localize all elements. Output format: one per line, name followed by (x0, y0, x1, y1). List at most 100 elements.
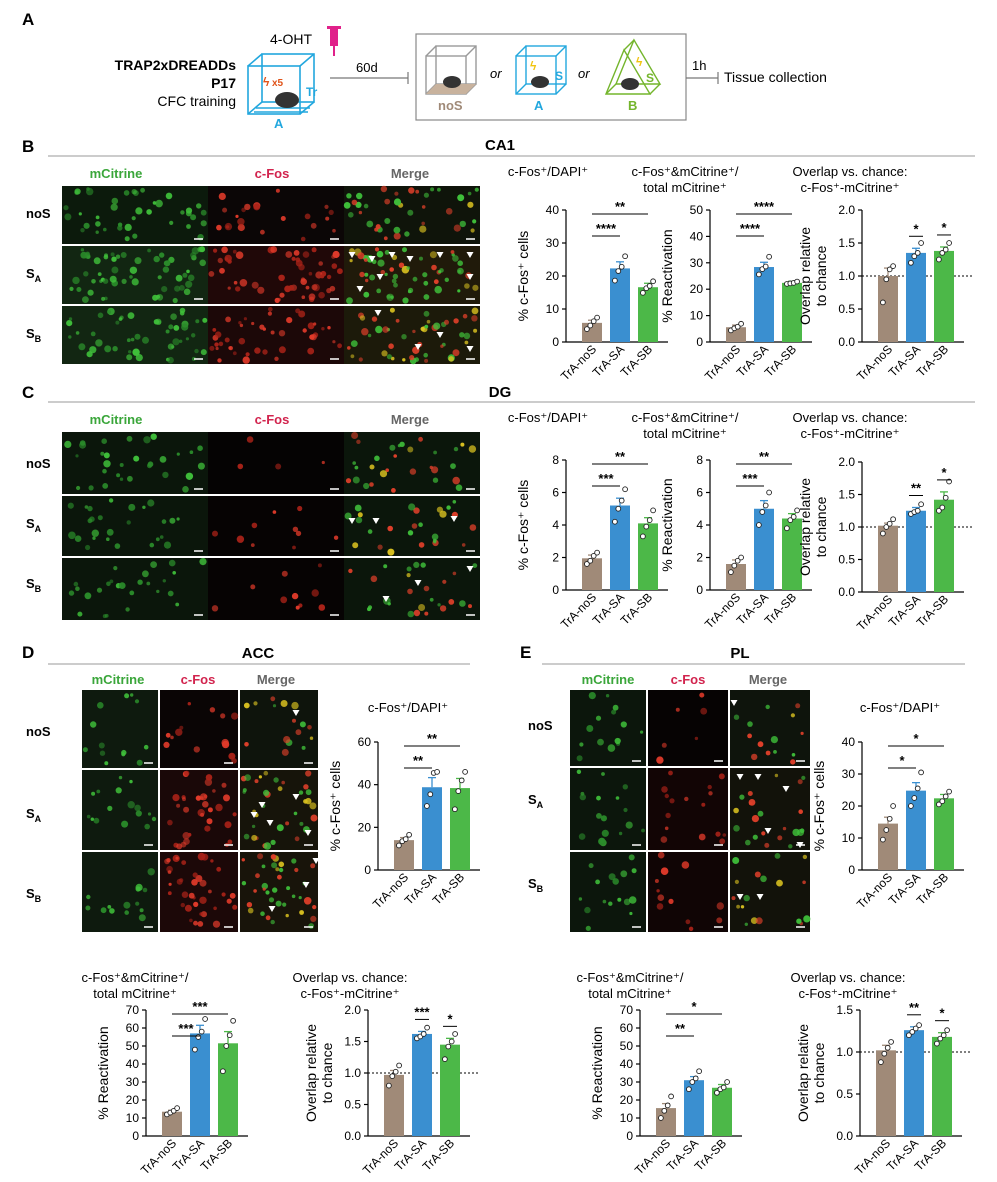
x-tick-label: TrA-noS (702, 342, 743, 383)
cell-spot (224, 337, 230, 343)
cell-spot (136, 759, 143, 766)
col-header-merge: Merge (391, 166, 429, 181)
cell-spot (275, 188, 280, 193)
y-tick-label: 6 (696, 486, 703, 500)
cell-spot (755, 917, 763, 925)
cell-spot (157, 275, 162, 280)
y-tick-label: 30 (842, 767, 856, 781)
cell-spot (66, 320, 73, 327)
cell-spot (429, 465, 433, 470)
cell-spot (199, 912, 203, 916)
cell-spot (699, 692, 705, 698)
cell-spot (608, 873, 616, 881)
cell-spot (468, 445, 477, 453)
data-point (911, 253, 918, 260)
y-tick-label: 0 (552, 583, 559, 597)
cell-spot (164, 858, 170, 865)
cell-spot (68, 590, 75, 596)
cell-spot (307, 725, 312, 730)
cell-spot (716, 902, 724, 910)
cell-spot (423, 294, 430, 300)
cell-spot (661, 742, 667, 748)
cell-spot (612, 878, 619, 885)
cell-spot (236, 535, 245, 543)
overlap-arrowhead (450, 516, 458, 522)
data-point (458, 777, 465, 784)
data-point (587, 322, 594, 329)
data-point (424, 803, 430, 809)
data-point (420, 1031, 427, 1037)
cell-spot (623, 807, 628, 813)
cell-spot (433, 279, 439, 285)
cell-spot (119, 477, 124, 481)
cell-spot (185, 207, 193, 214)
cell-spot (291, 858, 297, 864)
bar (190, 1033, 210, 1136)
cell-spot (123, 190, 130, 196)
cell-spot (576, 769, 582, 774)
cell-spot (292, 545, 296, 550)
y-tick-label: 1.0 (838, 269, 855, 283)
x-tick-label: TrA-noS (854, 870, 895, 911)
data-point (668, 1093, 674, 1100)
cell-spot (212, 328, 217, 332)
chart-B-1: c-Fos⁺&mCitrine⁺/total mCitrine⁺ 0 10 20 30 4… (632, 164, 812, 383)
cell-spot (681, 861, 690, 869)
sig-label: ** (759, 449, 770, 464)
cell-spot (390, 295, 394, 299)
cell-spot (215, 331, 222, 338)
cell-spot (278, 274, 285, 281)
chart-title: c-Fos⁺&mCitrine⁺/ (577, 970, 684, 985)
row-label-SB: SB (528, 876, 544, 894)
cell-spot (138, 914, 146, 922)
cell-spot (750, 917, 758, 924)
y-tick-label: 20 (620, 1093, 634, 1107)
cell-spot (654, 879, 659, 883)
cell-spot (288, 285, 295, 291)
drug-label: 4-OHT (270, 31, 312, 47)
cell-spot (170, 313, 177, 321)
cell-spot (197, 462, 205, 470)
cell-spot (277, 297, 281, 302)
data-point (916, 1022, 922, 1028)
cell-spot (172, 338, 180, 346)
cell-spot (258, 775, 262, 779)
data-point (223, 1043, 230, 1049)
cell-spot (444, 319, 449, 325)
cell-spot (615, 796, 620, 800)
cell-spot (299, 821, 304, 826)
cell-spot (365, 278, 369, 283)
cell-spot (656, 889, 660, 893)
cell-spot (675, 707, 680, 712)
cell-spot (388, 343, 394, 350)
cell-spot (82, 296, 89, 303)
cell-spot (309, 334, 315, 340)
cell-spot (126, 435, 133, 442)
cell-spot (474, 187, 479, 192)
col-header-cfos: c-Fos (255, 166, 290, 181)
cell-spot (172, 297, 178, 304)
cell-spot (104, 761, 109, 765)
cell-spot (224, 254, 232, 263)
bar (782, 518, 802, 590)
cell-spot (257, 286, 265, 294)
cell-spot (452, 255, 459, 262)
cell-spot (67, 502, 74, 509)
age-label: P17 (211, 75, 236, 91)
panel-letter-C: C (22, 383, 34, 402)
y-axis-label: % Reactivation (589, 1026, 605, 1119)
cell-spot (251, 281, 259, 289)
panel-letter-B: B (22, 137, 34, 156)
y-axis-label: to chance (813, 496, 829, 557)
cell-spot (101, 438, 107, 445)
cell-spot (596, 795, 601, 801)
cell-spot (95, 230, 99, 234)
row-label-noS: noS (26, 724, 51, 739)
cell-spot (429, 251, 437, 259)
x-tick-label: TrA-SB (762, 342, 799, 379)
cell-spot (300, 236, 306, 242)
cell-spot (155, 199, 163, 208)
data-point (939, 504, 946, 511)
cell-spot (440, 344, 444, 348)
mouse-icon (275, 92, 299, 108)
